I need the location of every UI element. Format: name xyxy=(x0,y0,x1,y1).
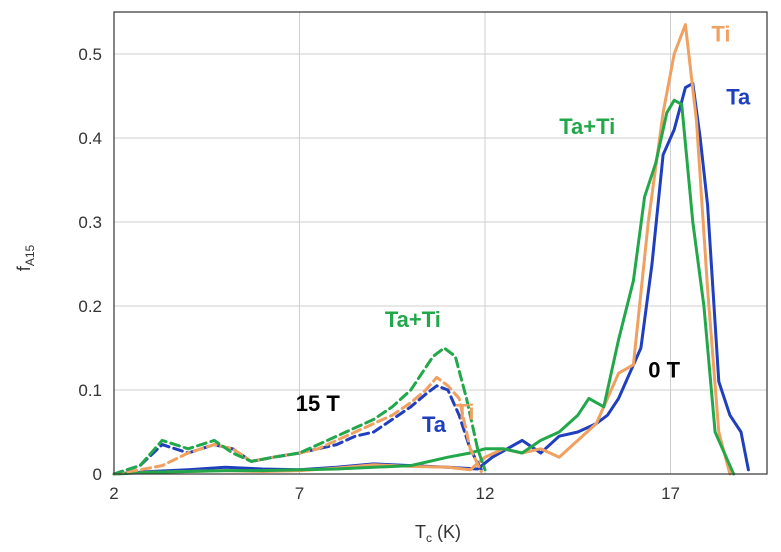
y-tick-label: 0 xyxy=(93,465,102,484)
x-axis-label-sub: c xyxy=(426,531,432,545)
x-axis-label: Tc (K) xyxy=(415,522,461,545)
x-tick-label: 2 xyxy=(109,484,118,503)
grid xyxy=(113,12,767,474)
series-line-ta-ti-15t xyxy=(112,346,487,476)
tick-labels: 2 7 12 17 0 0.1 0.2 0.3 0.4 0.5 xyxy=(78,45,680,503)
y-axis-label-main: f xyxy=(14,265,34,271)
series-line-ta-ti-0t xyxy=(112,98,736,476)
y-axis-label-sub: A15 xyxy=(23,244,37,266)
series-lines xyxy=(112,23,750,476)
y-tick-label: 0.5 xyxy=(78,45,102,64)
x-tick-label: 12 xyxy=(476,484,495,503)
series-line-ti-15t xyxy=(112,375,483,476)
x-axis-label-unit: (K) xyxy=(432,522,461,542)
x-tick-label: 17 xyxy=(661,484,680,503)
y-tick-label: 0.3 xyxy=(78,213,102,232)
annotation-label: Ti xyxy=(455,399,474,424)
annotation-label: 15 T xyxy=(296,391,341,416)
annotation-label: Ti xyxy=(711,21,730,46)
annotation-label: 0 T xyxy=(648,357,680,382)
y-axis-label: fA15 xyxy=(14,244,37,271)
annotations: Ti Ta Ta+Ti 0 T 15 T Ta+Ti Ta Ti xyxy=(296,21,751,437)
annotation-label: Ta xyxy=(726,84,751,109)
x-tick-label: 7 xyxy=(295,484,304,503)
y-tick-label: 0.2 xyxy=(78,297,102,316)
y-tick-label: 0.1 xyxy=(78,381,102,400)
plot-frame xyxy=(113,11,768,475)
annotation-label: Ta+Ti xyxy=(559,114,615,139)
annotation-label: Ta xyxy=(422,412,447,437)
y-tick-label: 0.4 xyxy=(78,129,102,148)
axes xyxy=(113,11,768,475)
annotation-label: Ta+Ti xyxy=(385,307,441,332)
x-axis-label-main: T xyxy=(415,522,426,542)
